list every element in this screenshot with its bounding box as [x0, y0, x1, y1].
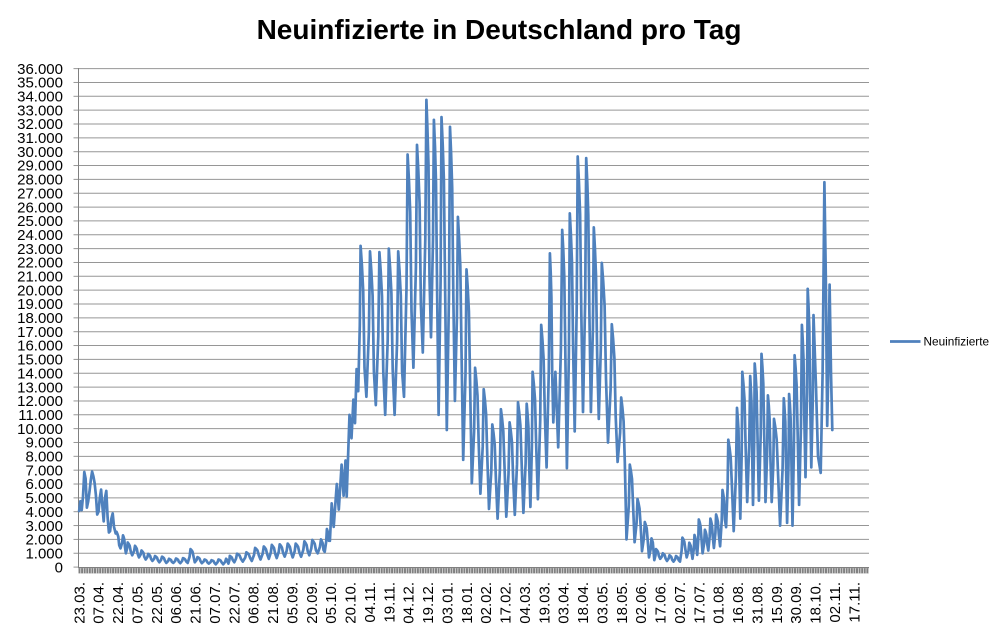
svg-text:26.000: 26.000 [17, 199, 63, 216]
svg-text:27.000: 27.000 [17, 185, 63, 202]
svg-text:18.01.: 18.01. [459, 582, 476, 624]
svg-text:02.11.: 02.11. [827, 582, 844, 623]
svg-text:19.11.: 19.11. [381, 582, 398, 623]
svg-text:04.11.: 04.11. [362, 582, 379, 623]
svg-text:31.000: 31.000 [17, 130, 63, 147]
svg-text:22.05.: 22.05. [149, 582, 166, 624]
svg-text:18.10.: 18.10. [808, 582, 825, 624]
svg-text:30.000: 30.000 [17, 144, 63, 161]
svg-text:01.08.: 01.08. [711, 582, 728, 624]
svg-text:15.000: 15.000 [17, 352, 63, 369]
svg-text:21.06.: 21.06. [188, 582, 205, 624]
svg-text:05.10.: 05.10. [323, 582, 340, 624]
svg-text:16.000: 16.000 [17, 338, 63, 355]
svg-text:1.000: 1.000 [25, 546, 63, 563]
svg-text:19.03.: 19.03. [536, 582, 553, 624]
svg-text:07.04.: 07.04. [91, 582, 108, 624]
svg-text:31.08.: 31.08. [750, 582, 767, 624]
svg-text:35.000: 35.000 [17, 75, 63, 92]
svg-text:04.03.: 04.03. [517, 582, 534, 624]
svg-text:24.000: 24.000 [17, 227, 63, 244]
svg-text:28.000: 28.000 [17, 172, 63, 189]
svg-text:02.02.: 02.02. [478, 582, 495, 624]
svg-text:8.000: 8.000 [25, 449, 63, 466]
svg-text:20.000: 20.000 [17, 282, 63, 299]
svg-text:07.05.: 07.05. [130, 582, 147, 624]
svg-text:18.04.: 18.04. [575, 582, 592, 624]
svg-text:19.12.: 19.12. [420, 582, 437, 624]
svg-text:02.07.: 02.07. [672, 582, 689, 624]
svg-text:17.02.: 17.02. [498, 582, 515, 624]
svg-text:29.000: 29.000 [17, 158, 63, 175]
svg-text:22.000: 22.000 [17, 255, 63, 272]
svg-text:03.04.: 03.04. [556, 582, 573, 624]
svg-text:0: 0 [55, 559, 63, 576]
svg-text:22.07.: 22.07. [226, 582, 243, 624]
svg-text:25.000: 25.000 [17, 213, 63, 230]
svg-text:32.000: 32.000 [17, 116, 63, 133]
svg-text:05.09.: 05.09. [285, 582, 302, 624]
svg-text:20.09.: 20.09. [304, 582, 321, 624]
svg-text:14.000: 14.000 [17, 365, 63, 382]
svg-text:15.09.: 15.09. [769, 582, 786, 624]
svg-text:4.000: 4.000 [25, 504, 63, 521]
svg-text:02.06.: 02.06. [633, 582, 650, 624]
svg-text:21.08.: 21.08. [265, 582, 282, 624]
svg-text:17.000: 17.000 [17, 324, 63, 341]
svg-text:12.000: 12.000 [17, 393, 63, 410]
svg-text:17.11.: 17.11. [846, 582, 863, 623]
svg-text:03.05.: 03.05. [595, 582, 612, 624]
svg-text:04.12.: 04.12. [401, 582, 418, 624]
svg-text:33.000: 33.000 [17, 102, 63, 119]
svg-text:Neuinfizierte in Deutschland p: Neuinfizierte in Deutschland pro Tag [257, 14, 742, 45]
svg-text:18.000: 18.000 [17, 310, 63, 327]
svg-text:16.08.: 16.08. [730, 582, 747, 624]
svg-text:7.000: 7.000 [25, 462, 63, 479]
svg-text:2.000: 2.000 [25, 532, 63, 549]
svg-text:19.000: 19.000 [17, 296, 63, 313]
svg-text:34.000: 34.000 [17, 89, 63, 106]
svg-text:30.09.: 30.09. [788, 582, 805, 624]
svg-text:36.000: 36.000 [17, 61, 63, 78]
svg-text:22.04.: 22.04. [110, 582, 127, 624]
svg-text:3.000: 3.000 [25, 518, 63, 535]
svg-text:9.000: 9.000 [25, 435, 63, 452]
svg-text:Neuinfizierte: Neuinfizierte [924, 335, 990, 349]
svg-text:10.000: 10.000 [17, 421, 63, 438]
svg-text:07.07.: 07.07. [207, 582, 224, 624]
svg-text:13.000: 13.000 [17, 379, 63, 396]
svg-text:5.000: 5.000 [25, 490, 63, 507]
svg-text:06.08.: 06.08. [246, 582, 263, 624]
svg-text:17.07.: 17.07. [691, 582, 708, 624]
svg-text:17.06.: 17.06. [653, 582, 670, 624]
svg-text:11.000: 11.000 [18, 407, 63, 424]
svg-text:23.000: 23.000 [17, 241, 63, 258]
svg-text:18.05.: 18.05. [614, 582, 631, 624]
svg-text:20.10.: 20.10. [343, 582, 360, 624]
svg-text:6.000: 6.000 [25, 476, 63, 493]
svg-text:03.01.: 03.01. [440, 582, 457, 624]
svg-text:21.000: 21.000 [17, 269, 63, 286]
svg-text:06.06.: 06.06. [168, 582, 185, 624]
svg-text:23.03.: 23.03. [71, 582, 88, 624]
